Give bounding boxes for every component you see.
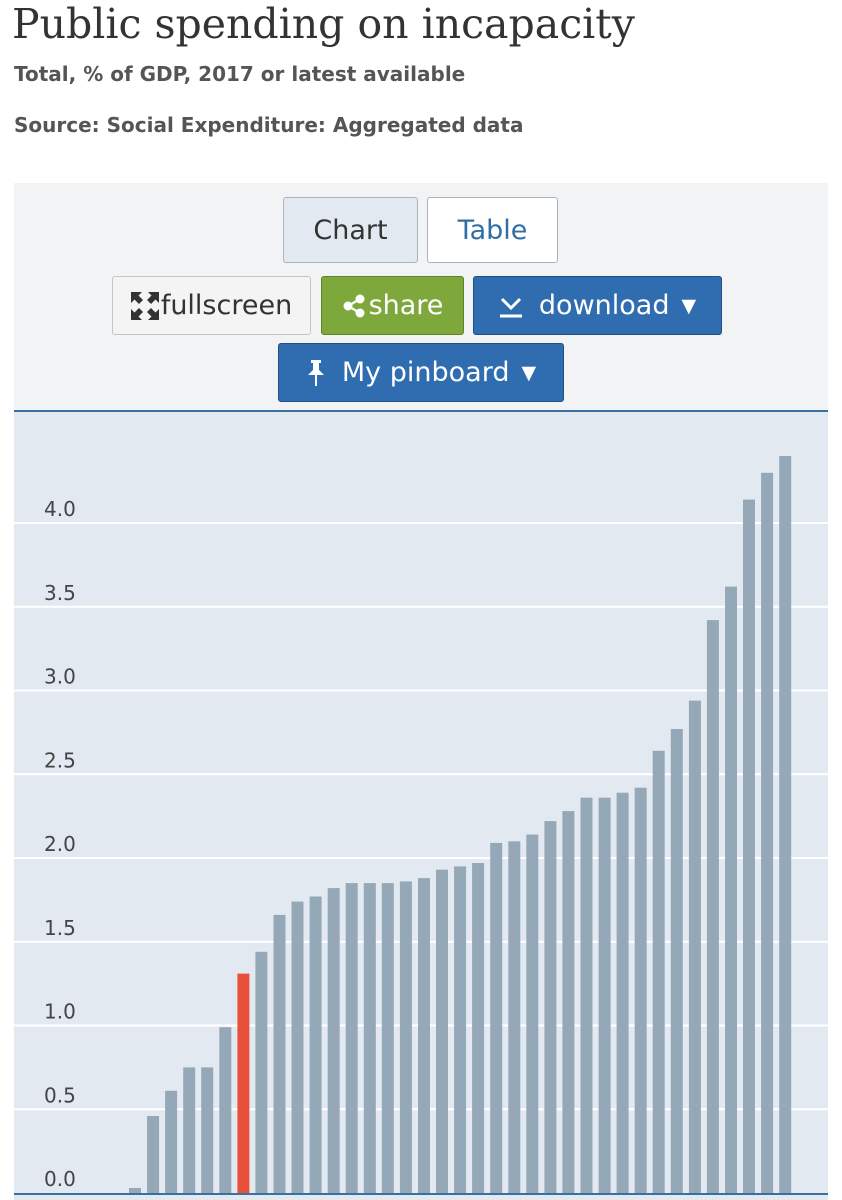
share-icon: [343, 293, 365, 318]
share-label: share: [368, 290, 444, 321]
bar[interactable]: [219, 1027, 232, 1193]
bars: [129, 456, 792, 1194]
fullscreen-label: fullscreen: [160, 290, 293, 321]
chart-area: 0.0 0.5 1.0 1.5 2.0 2.5 3.0 3.5 4.0: [14, 412, 828, 1200]
fullscreen-button[interactable]: fullscreen: [112, 276, 311, 335]
download-dropdown-icon: ▼: [681, 294, 697, 317]
bar[interactable]: [273, 914, 286, 1193]
table-view-button[interactable]: Table: [427, 197, 558, 263]
y-tick-label: 0.0: [44, 1167, 76, 1191]
pinboard-button[interactable]: My pinboard ▼: [278, 343, 564, 402]
bar[interactable]: [418, 878, 430, 1193]
bar[interactable]: [436, 869, 448, 1193]
y-tick-label: 2.5: [44, 748, 76, 772]
chart-source: Source: Social Expenditure: Aggregated d…: [14, 113, 524, 137]
bar[interactable]: [291, 901, 304, 1193]
page-title: Public spending on incapacity: [12, 0, 635, 48]
download-icon: [499, 297, 522, 317]
bar[interactable]: [327, 888, 340, 1193]
bar-chart: 0.0 0.5 1.0 1.5 2.0 2.5 3.0 3.5 4.0: [14, 456, 828, 1195]
pinboard-label: My pinboard: [341, 357, 510, 388]
pin-icon: [307, 359, 324, 386]
chart-view-button[interactable]: Chart: [283, 197, 418, 263]
chart-subtitle: Total, % of GDP, 2017 or latest availabl…: [14, 62, 466, 86]
bar[interactable]: [490, 842, 503, 1193]
pinboard-dropdown-icon: ▼: [521, 361, 537, 384]
y-tick-label: 4.0: [44, 497, 76, 521]
bar[interactable]: [147, 1116, 160, 1193]
bar[interactable]: [670, 729, 683, 1193]
expand-icon: [130, 291, 159, 320]
bar[interactable]: [616, 792, 629, 1193]
bar[interactable]: [201, 1067, 214, 1193]
chart-view-label: Chart: [313, 214, 388, 246]
bar[interactable]: [508, 841, 521, 1194]
y-tick-label: 2.0: [44, 832, 76, 856]
y-tick-label: 3.0: [44, 665, 76, 689]
y-tick-label: 1.0: [44, 1000, 76, 1024]
download-label: download: [538, 290, 670, 321]
bar[interactable]: [688, 700, 701, 1193]
bar[interactable]: [562, 811, 575, 1193]
share-button[interactable]: share: [321, 276, 464, 335]
y-tick-label: 0.5: [44, 1083, 76, 1107]
y-tick-label: 3.5: [44, 581, 76, 605]
bar[interactable]: [381, 883, 394, 1193]
chart-toolbar: Chart Table fullscreen share: [14, 183, 828, 412]
bar[interactable]: [526, 834, 539, 1194]
bar[interactable]: [761, 472, 774, 1194]
bar[interactable]: [472, 863, 485, 1193]
bar[interactable]: [345, 883, 358, 1193]
bar[interactable]: [544, 821, 557, 1193]
download-button[interactable]: download ▼: [473, 276, 722, 335]
bar-highlighted[interactable]: [237, 973, 250, 1193]
bar[interactable]: [652, 750, 665, 1193]
bar[interactable]: [183, 1067, 196, 1193]
bar[interactable]: [255, 951, 268, 1193]
bar[interactable]: [399, 881, 412, 1193]
bar[interactable]: [743, 499, 755, 1194]
bar[interactable]: [779, 456, 792, 1193]
y-tick-label: 1.5: [44, 916, 76, 940]
bar[interactable]: [363, 883, 376, 1193]
bar[interactable]: [725, 586, 737, 1193]
y-axis-labels: 0.0 0.5 1.0 1.5 2.0 2.5 3.0 3.5 4.0: [44, 497, 76, 1191]
bar[interactable]: [598, 797, 611, 1193]
bar[interactable]: [454, 866, 467, 1193]
bar[interactable]: [129, 1188, 141, 1193]
bar[interactable]: [309, 896, 322, 1194]
bar[interactable]: [165, 1090, 178, 1193]
bar[interactable]: [706, 620, 719, 1193]
bar[interactable]: [580, 797, 593, 1193]
bar[interactable]: [634, 787, 647, 1193]
table-view-label: Table: [457, 214, 528, 246]
